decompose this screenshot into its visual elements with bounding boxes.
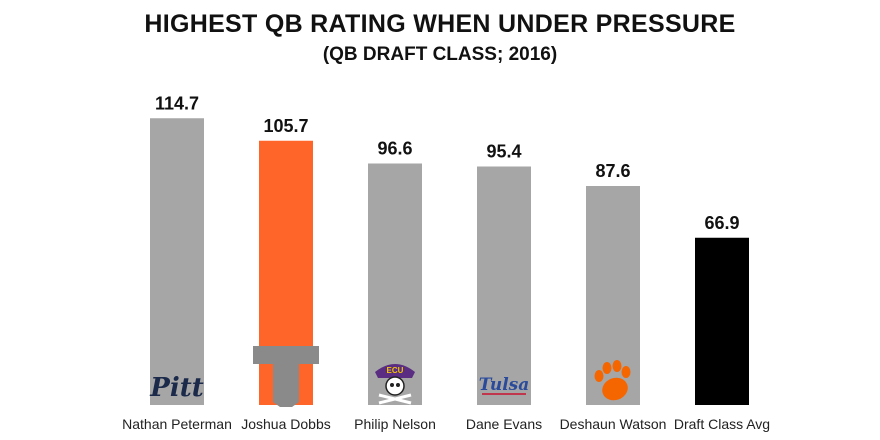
logo-text: Pitt [149,373,203,403]
logo-hat [375,364,415,378]
logo-toe [594,370,604,382]
logo-skull [385,376,405,396]
chart-subtitle: (QB DRAFT CLASS; 2016) [322,44,558,65]
chart-title: HIGHEST QB RATING WHEN UNDER PRESSURE [144,10,736,38]
data-label: 96.6 [377,139,412,159]
category-label: Joshua Dobbs [241,416,331,432]
logo-eye [396,383,400,387]
logo-eye [390,383,394,387]
clemson-paw-logo [594,360,631,401]
logo-bone [378,393,412,405]
logo-shape [253,346,319,407]
bar [477,166,531,405]
category-label: Deshaun Watson [560,416,667,432]
tulsa-logo: Tulsa [479,375,530,395]
data-label: 105.7 [263,116,308,136]
logo-pad [602,377,628,401]
data-label: 114.7 [155,93,199,113]
tennessee-power-t-logo [253,346,319,407]
pitt-logo: Pitt [149,373,203,403]
logo-text: Tulsa [479,375,530,395]
bar [586,186,640,405]
logo-toe [621,366,631,378]
category-label: Dane Evans [466,416,542,432]
ecu-pirate-logo: ECU [375,364,415,405]
logo-toe [612,360,622,372]
category-label: Nathan Peterman [122,416,232,432]
data-label: 95.4 [486,142,521,162]
data-label: 87.6 [595,161,630,181]
logo-toe [602,362,612,374]
logo-text: ECU [387,366,404,375]
category-label: Philip Nelson [354,416,436,432]
bar [695,237,749,405]
bar [150,118,204,405]
category-label: Draft Class Avg [674,416,770,432]
data-label: 66.9 [704,213,739,233]
